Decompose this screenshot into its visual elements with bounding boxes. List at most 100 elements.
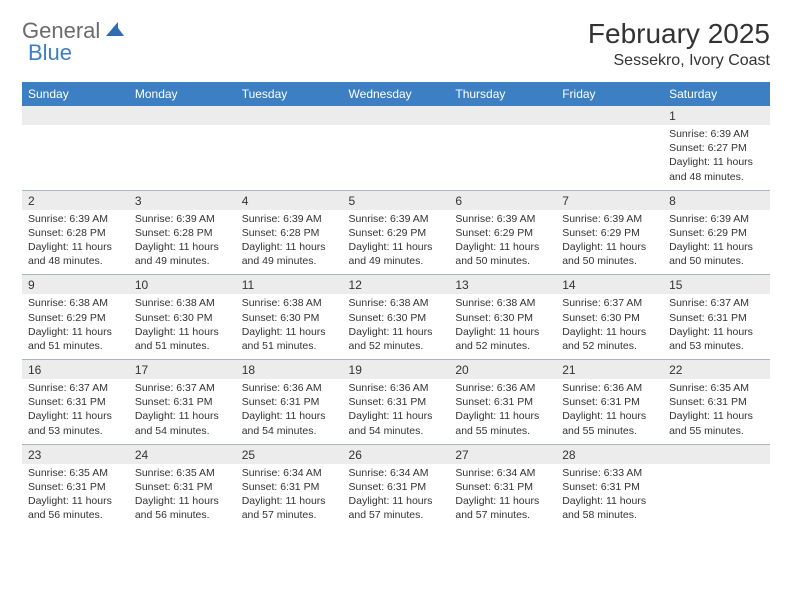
day-number: 16 [22, 360, 129, 380]
sunrise-text: Sunrise: 6:38 AM [135, 296, 230, 310]
day-number: 2 [22, 190, 129, 210]
day-cell: Sunrise: 6:38 AMSunset: 6:29 PMDaylight:… [22, 294, 129, 359]
day-cell: Sunrise: 6:36 AMSunset: 6:31 PMDaylight:… [343, 379, 450, 444]
daylight-text: Daylight: 11 hours and 49 minutes. [242, 240, 337, 268]
sunset-text: Sunset: 6:31 PM [242, 480, 337, 494]
sunrise-text: Sunrise: 6:37 AM [562, 296, 657, 310]
sunset-text: Sunset: 6:31 PM [28, 395, 123, 409]
day-number: 21 [556, 360, 663, 380]
day-number [449, 106, 556, 125]
day-cell: Sunrise: 6:34 AMSunset: 6:31 PMDaylight:… [449, 464, 556, 529]
daylight-text: Daylight: 11 hours and 50 minutes. [455, 240, 550, 268]
sunrise-text: Sunrise: 6:35 AM [135, 466, 230, 480]
sunrise-text: Sunrise: 6:39 AM [349, 212, 444, 226]
day-number [22, 106, 129, 125]
day-number [236, 106, 343, 125]
day-number: 28 [556, 444, 663, 464]
day-header-tue: Tuesday [236, 82, 343, 106]
calendar-table: Sunday Monday Tuesday Wednesday Thursday… [22, 82, 770, 528]
day-number: 10 [129, 275, 236, 295]
day-cell: Sunrise: 6:38 AMSunset: 6:30 PMDaylight:… [343, 294, 450, 359]
sunrise-text: Sunrise: 6:36 AM [242, 381, 337, 395]
day-header-wed: Wednesday [343, 82, 450, 106]
sunrise-text: Sunrise: 6:34 AM [242, 466, 337, 480]
month-title: February 2025 [588, 18, 770, 50]
day-header-thu: Thursday [449, 82, 556, 106]
sunset-text: Sunset: 6:28 PM [242, 226, 337, 240]
day-cell: Sunrise: 6:39 AMSunset: 6:29 PMDaylight:… [663, 210, 770, 275]
day-number-row: 2345678 [22, 190, 770, 210]
sunrise-text: Sunrise: 6:39 AM [669, 212, 764, 226]
daylight-text: Daylight: 11 hours and 57 minutes. [349, 494, 444, 522]
day-cell: Sunrise: 6:36 AMSunset: 6:31 PMDaylight:… [236, 379, 343, 444]
sunset-text: Sunset: 6:31 PM [455, 480, 550, 494]
day-body-row: Sunrise: 6:37 AMSunset: 6:31 PMDaylight:… [22, 379, 770, 444]
sunrise-text: Sunrise: 6:35 AM [28, 466, 123, 480]
daylight-text: Daylight: 11 hours and 49 minutes. [349, 240, 444, 268]
day-cell: Sunrise: 6:39 AMSunset: 6:28 PMDaylight:… [236, 210, 343, 275]
sunrise-text: Sunrise: 6:38 AM [455, 296, 550, 310]
day-number: 24 [129, 444, 236, 464]
day-cell: Sunrise: 6:34 AMSunset: 6:31 PMDaylight:… [343, 464, 450, 529]
day-number: 6 [449, 190, 556, 210]
sunset-text: Sunset: 6:31 PM [242, 395, 337, 409]
day-cell: Sunrise: 6:34 AMSunset: 6:31 PMDaylight:… [236, 464, 343, 529]
day-cell: Sunrise: 6:39 AMSunset: 6:27 PMDaylight:… [663, 125, 770, 190]
daylight-text: Daylight: 11 hours and 52 minutes. [349, 325, 444, 353]
sunrise-text: Sunrise: 6:39 AM [455, 212, 550, 226]
day-number: 15 [663, 275, 770, 295]
daylight-text: Daylight: 11 hours and 54 minutes. [349, 409, 444, 437]
day-cell [556, 125, 663, 190]
day-cell [343, 125, 450, 190]
sunset-text: Sunset: 6:31 PM [562, 480, 657, 494]
day-number [663, 444, 770, 464]
daylight-text: Daylight: 11 hours and 52 minutes. [562, 325, 657, 353]
day-cell: Sunrise: 6:38 AMSunset: 6:30 PMDaylight:… [236, 294, 343, 359]
day-cell [236, 125, 343, 190]
day-cell: Sunrise: 6:35 AMSunset: 6:31 PMDaylight:… [663, 379, 770, 444]
sunset-text: Sunset: 6:31 PM [28, 480, 123, 494]
day-number: 13 [449, 275, 556, 295]
day-cell: Sunrise: 6:38 AMSunset: 6:30 PMDaylight:… [129, 294, 236, 359]
day-number: 1 [663, 106, 770, 125]
sunset-text: Sunset: 6:31 PM [349, 395, 444, 409]
day-cell: Sunrise: 6:33 AMSunset: 6:31 PMDaylight:… [556, 464, 663, 529]
sunset-text: Sunset: 6:30 PM [135, 311, 230, 325]
sunset-text: Sunset: 6:31 PM [135, 480, 230, 494]
daylight-text: Daylight: 11 hours and 54 minutes. [242, 409, 337, 437]
sunrise-text: Sunrise: 6:39 AM [28, 212, 123, 226]
sunset-text: Sunset: 6:27 PM [669, 141, 764, 155]
sunset-text: Sunset: 6:30 PM [455, 311, 550, 325]
sunrise-text: Sunrise: 6:37 AM [135, 381, 230, 395]
day-cell [22, 125, 129, 190]
day-cell: Sunrise: 6:39 AMSunset: 6:28 PMDaylight:… [22, 210, 129, 275]
day-header-fri: Friday [556, 82, 663, 106]
daylight-text: Daylight: 11 hours and 49 minutes. [135, 240, 230, 268]
day-number: 7 [556, 190, 663, 210]
day-number: 5 [343, 190, 450, 210]
logo-text-blue: Blue [28, 40, 72, 66]
sunset-text: Sunset: 6:29 PM [455, 226, 550, 240]
daylight-text: Daylight: 11 hours and 57 minutes. [242, 494, 337, 522]
daylight-text: Daylight: 11 hours and 55 minutes. [669, 409, 764, 437]
day-cell: Sunrise: 6:39 AMSunset: 6:29 PMDaylight:… [449, 210, 556, 275]
day-number-row: 16171819202122 [22, 360, 770, 380]
daylight-text: Daylight: 11 hours and 51 minutes. [135, 325, 230, 353]
daylight-text: Daylight: 11 hours and 56 minutes. [28, 494, 123, 522]
day-number: 18 [236, 360, 343, 380]
sunset-text: Sunset: 6:30 PM [349, 311, 444, 325]
day-cell [129, 125, 236, 190]
daylight-text: Daylight: 11 hours and 55 minutes. [562, 409, 657, 437]
day-cell: Sunrise: 6:35 AMSunset: 6:31 PMDaylight:… [22, 464, 129, 529]
daylight-text: Daylight: 11 hours and 53 minutes. [28, 409, 123, 437]
day-number-row: 1 [22, 106, 770, 125]
day-header-row: Sunday Monday Tuesday Wednesday Thursday… [22, 82, 770, 106]
daylight-text: Daylight: 11 hours and 53 minutes. [669, 325, 764, 353]
day-cell: Sunrise: 6:36 AMSunset: 6:31 PMDaylight:… [556, 379, 663, 444]
location: Sessekro, Ivory Coast [588, 52, 770, 70]
daylight-text: Daylight: 11 hours and 50 minutes. [669, 240, 764, 268]
daylight-text: Daylight: 11 hours and 58 minutes. [562, 494, 657, 522]
daylight-text: Daylight: 11 hours and 48 minutes. [28, 240, 123, 268]
day-cell: Sunrise: 6:35 AMSunset: 6:31 PMDaylight:… [129, 464, 236, 529]
day-number: 19 [343, 360, 450, 380]
